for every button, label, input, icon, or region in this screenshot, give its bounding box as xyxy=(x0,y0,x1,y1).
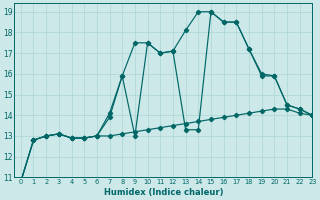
X-axis label: Humidex (Indice chaleur): Humidex (Indice chaleur) xyxy=(104,188,223,197)
